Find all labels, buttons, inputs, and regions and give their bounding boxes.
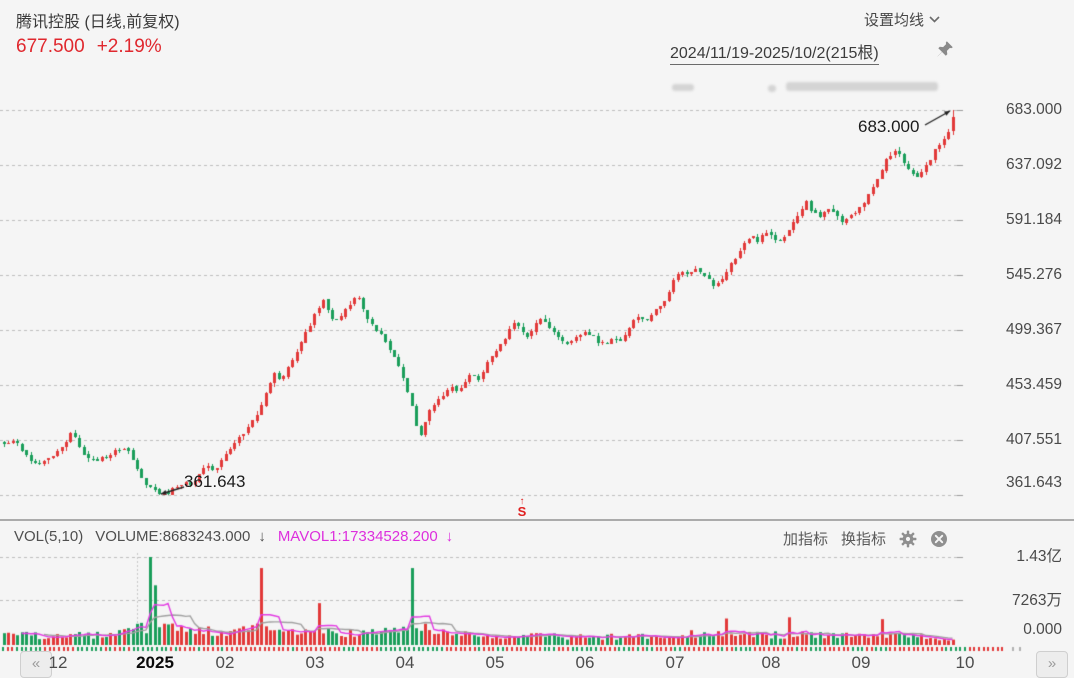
- candle-color-strip: [0, 646, 1074, 652]
- watermark-smudge: [672, 84, 694, 91]
- time-tick-label-06: 06: [575, 653, 595, 672]
- price-tick-label: 591.184: [1005, 211, 1062, 228]
- last-price: 677.500: [16, 36, 85, 57]
- ma-settings-button[interactable]: 设置均线: [864, 9, 940, 30]
- page-title: 腾讯控股 (日线,前复权): [16, 14, 180, 31]
- up-arrow-icon: ↑: [519, 496, 525, 507]
- volume-down-arrow-icon: ↓: [258, 528, 266, 545]
- pin-icon[interactable]: [936, 40, 954, 58]
- scroll-left-button[interactable]: «: [20, 651, 52, 678]
- time-tick-label-02: 02: [215, 653, 235, 672]
- watermark-smudge: [768, 85, 776, 92]
- change-percent: +2.19%: [96, 36, 162, 57]
- volume-chart[interactable]: [0, 551, 966, 646]
- high-annotation: 683.000: [858, 117, 920, 136]
- time-tick-label-12: 12: [48, 653, 68, 672]
- price-tick-label: 361.643: [1005, 474, 1062, 491]
- volume-tick-label: 1.43亿: [1016, 548, 1062, 565]
- volume-tick-label: 0.000: [1023, 621, 1062, 638]
- low-annotation: 361.643: [184, 472, 246, 491]
- price-tick-label: 453.459: [1005, 376, 1062, 393]
- mavol1-down-arrow-icon: ↓: [445, 528, 454, 545]
- price-tick-label: 499.367: [1005, 321, 1062, 338]
- mavol1-value-label: MAVOL1:17334528.200: [277, 528, 438, 545]
- vol-params-label: VOL(5,10): [14, 528, 84, 545]
- watermark-smudge: [786, 82, 938, 91]
- event-marker-s[interactable]: ↑ S: [514, 496, 530, 519]
- price-tick-label: 407.551: [1005, 431, 1062, 448]
- pane-divider: [0, 519, 1074, 521]
- indicator-actions: 加指标 换指标: [783, 528, 948, 549]
- main-candlestick-chart[interactable]: [0, 95, 966, 519]
- price-tick-label: 637.092: [1005, 156, 1062, 173]
- volume-indicator-legend: VOL(5,10) VOLUME:8683243.000 ↓ MAVOL1:17…: [14, 528, 453, 545]
- time-tick-label-05: 05: [485, 653, 505, 672]
- time-tick-label-07: 07: [665, 653, 685, 672]
- volume-tick-label: 7263万: [1012, 592, 1062, 609]
- add-indicator-button[interactable]: 加指标: [783, 531, 829, 548]
- price-tick-label: 545.276: [1005, 266, 1062, 283]
- time-tick-label-2025: 2025: [136, 653, 174, 672]
- gear-icon[interactable]: [899, 530, 917, 548]
- ma-settings-label: 设置均线: [864, 12, 925, 29]
- time-tick-label-03: 03: [305, 653, 325, 672]
- price-line: 677.500 +2.19%: [16, 36, 174, 58]
- time-tick-label-10: 10: [955, 653, 975, 672]
- date-range-link[interactable]: 2024/11/19-2025/10/2(215根): [670, 39, 879, 65]
- volume-value-label: VOLUME:8683243.000: [95, 528, 251, 545]
- close-indicator-icon[interactable]: [930, 530, 948, 548]
- time-tick-label-08: 08: [761, 653, 781, 672]
- scroll-right-button[interactable]: »: [1036, 651, 1068, 678]
- chevron-down-icon: [929, 16, 940, 23]
- time-tick-label-09: 09: [851, 653, 871, 672]
- time-tick-label-04: 04: [395, 653, 415, 672]
- switch-indicator-button[interactable]: 换指标: [841, 531, 887, 548]
- price-tick-label: 683.000: [1005, 101, 1062, 118]
